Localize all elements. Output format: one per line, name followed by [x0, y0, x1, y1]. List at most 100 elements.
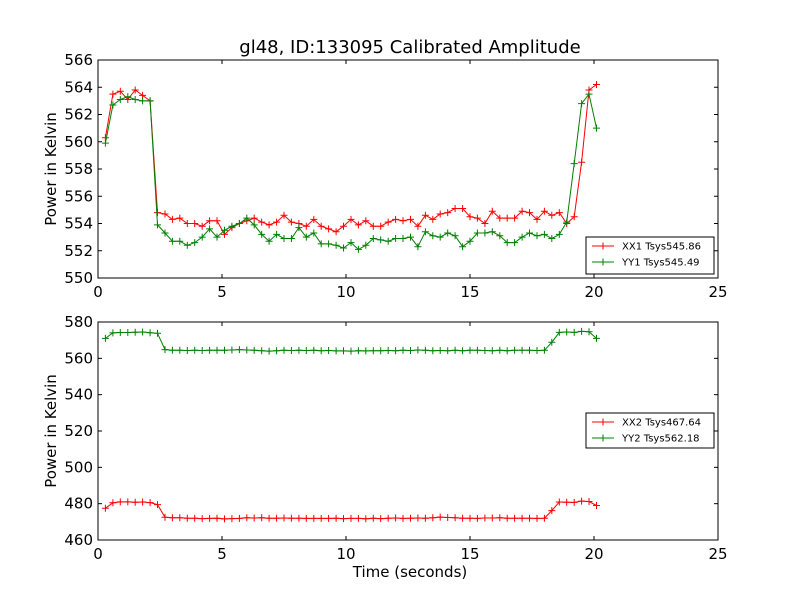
top-data-point-xx1	[154, 209, 161, 217]
top-data-point-yy1	[287, 235, 295, 242]
top-x-tick-label: 5	[217, 283, 227, 301]
bottom-data-point-yy2	[451, 346, 459, 354]
bottom-data-point-yy2	[369, 347, 377, 355]
bottom-data-point-xx2	[526, 514, 533, 522]
bottom-data-point-yy2	[146, 329, 154, 337]
top-data-point-yy1	[317, 240, 325, 248]
bottom-data-point-yy2	[473, 346, 481, 354]
top-y-axis-label: Power in Kelvin	[42, 112, 60, 226]
top-data-point-yy1	[213, 233, 221, 241]
top-data-point-yy1	[511, 239, 519, 247]
bottom-data-point-yy2	[481, 347, 489, 354]
top-data-point-xx1	[488, 207, 496, 215]
bottom-data-point-yy2	[392, 347, 400, 355]
bottom-x-tick-label: 10	[336, 545, 355, 563]
bottom-data-point-yy2	[570, 328, 578, 336]
top-data-point-xx1	[287, 218, 295, 226]
top-data-point-yy1	[221, 226, 228, 234]
bottom-data-point-xx2	[139, 498, 147, 506]
top-y-tick-label: 562	[64, 106, 93, 124]
top-data-point-yy1	[124, 93, 132, 101]
bottom-data-point-xx2	[183, 514, 191, 522]
bottom-data-point-yy2	[414, 346, 422, 354]
bottom-data-point-xx2	[585, 498, 593, 505]
top-data-point-xx1	[258, 218, 266, 226]
top-data-point-xx1	[518, 207, 526, 215]
top-data-point-xx1	[340, 222, 347, 230]
bottom-y-tick-label: 560	[64, 349, 93, 367]
bottom-data-point-xx2	[287, 514, 295, 522]
top-data-point-xx1	[302, 222, 310, 230]
top-data-point-yy1	[250, 221, 258, 229]
bottom-data-point-xx2	[317, 514, 325, 522]
bottom-legend-box	[585, 412, 715, 449]
bottom-data-point-yy2	[243, 346, 251, 354]
bottom-data-point-yy2	[399, 346, 407, 354]
top-data-point-xx1	[570, 213, 578, 221]
bottom-data-point-yy2	[384, 347, 392, 354]
top-data-point-yy1	[280, 235, 288, 242]
bottom-data-point-xx2	[131, 498, 139, 506]
chart-title: gl48, ID:133095 Calibrated Amplitude	[239, 37, 580, 58]
bottom-data-point-yy2	[436, 347, 444, 354]
bottom-data-point-yy2	[124, 329, 132, 336]
top-data-point-xx1	[593, 81, 600, 88]
bottom-data-point-xx2	[421, 514, 429, 522]
bottom-data-point-xx2	[488, 514, 496, 522]
top-data-point-xx1	[369, 222, 377, 230]
bottom-legend-label-xx2: XX2 Tsys467.64	[622, 418, 701, 429]
bottom-data-point-xx2	[206, 514, 214, 522]
top-legend: XX1 Tsys545.86 YY1 Tsys545.49	[585, 236, 715, 275]
bottom-plot-series	[101, 327, 600, 523]
top-plot: 0 5 10 15 20 25 550 552 554 556 558 560 562 564 566 Po…	[42, 51, 728, 301]
top-data-point-xx1	[459, 205, 467, 212]
top-data-point-yy1	[473, 229, 481, 237]
top-data-point-yy1	[243, 214, 251, 222]
top-data-point-xx1	[116, 87, 124, 95]
bottom-data-point-xx2	[451, 514, 459, 522]
top-data-point-yy1	[176, 237, 184, 245]
top-data-point-yy1	[116, 96, 124, 103]
top-data-point-xx1	[429, 215, 437, 223]
top-x-tick-label: 10	[336, 283, 355, 301]
bottom-data-point-yy2	[429, 347, 437, 355]
top-data-point-xx1	[540, 207, 548, 215]
x-axis-label: Time (seconds)	[352, 563, 468, 581]
bottom-y-tick-label: 460	[64, 531, 93, 549]
bottom-data-point-yy2	[213, 346, 221, 354]
top-data-point-yy1	[340, 244, 347, 252]
bottom-data-point-yy2	[183, 347, 191, 354]
top-data-point-yy1	[354, 245, 362, 253]
bottom-data-point-xx2	[228, 515, 236, 523]
bottom-data-point-xx2	[362, 515, 370, 523]
top-data-point-yy1	[563, 218, 571, 226]
bottom-data-point-yy2	[101, 334, 109, 342]
bottom-data-point-xx2	[332, 514, 340, 522]
bottom-data-point-yy2	[421, 346, 429, 354]
top-y-tick-label: 556	[64, 187, 93, 205]
top-data-point-yy1	[593, 124, 600, 132]
bottom-data-point-xx2	[295, 514, 303, 522]
top-data-point-xx1	[161, 210, 169, 218]
bottom-data-point-xx2	[213, 514, 221, 522]
top-data-point-yy1	[421, 228, 429, 236]
top-data-point-yy1	[310, 229, 318, 237]
bottom-data-point-xx2	[258, 514, 266, 522]
bottom-data-point-yy2	[488, 347, 496, 355]
bottom-data-point-xx2	[511, 514, 519, 522]
bottom-data-point-xx2	[384, 514, 392, 522]
top-data-point-xx1	[496, 214, 504, 222]
top-data-point-yy1	[555, 230, 563, 238]
bottom-data-point-xx2	[548, 507, 556, 515]
bottom-data-point-yy2	[585, 328, 593, 336]
bottom-data-point-yy2	[317, 347, 325, 355]
bottom-x-tick-label: 20	[584, 545, 603, 563]
top-data-point-yy1	[496, 232, 504, 240]
top-data-point-xx1	[503, 214, 511, 222]
bottom-data-point-yy2	[258, 347, 266, 355]
top-data-point-xx1	[533, 215, 541, 223]
bottom-data-point-xx2	[473, 514, 481, 522]
bottom-data-point-yy2	[198, 347, 206, 354]
bottom-data-point-yy2	[176, 346, 184, 354]
top-data-point-xx1	[325, 225, 333, 233]
